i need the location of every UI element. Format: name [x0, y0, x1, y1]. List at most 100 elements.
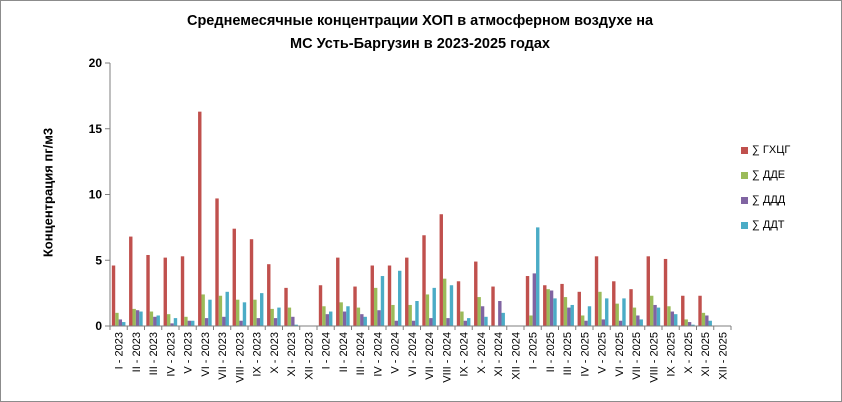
bar [318, 285, 323, 326]
bar [322, 306, 326, 326]
legend-label-ghcg: ∑ ГХЦГ [752, 144, 791, 156]
x-tick-label: VII - 2024 [424, 332, 436, 380]
y-tick-label: 0 [95, 319, 102, 333]
bar [656, 307, 661, 326]
x-tick-label: III - 2024 [355, 332, 367, 375]
bar [287, 307, 292, 326]
bar [411, 320, 416, 326]
bar [180, 256, 185, 326]
bar [649, 295, 654, 326]
y-tick-label: 15 [89, 122, 103, 136]
bar [646, 256, 650, 326]
bar [684, 319, 688, 326]
bar [587, 306, 592, 326]
x-tick-label: XII - 2025 [717, 332, 729, 380]
bar [267, 264, 271, 326]
bar [156, 315, 160, 326]
bar [218, 295, 223, 326]
bar [380, 276, 385, 326]
bar [208, 299, 212, 326]
bar [560, 283, 564, 326]
bar [135, 310, 140, 326]
bar [577, 291, 581, 326]
bar [442, 278, 447, 326]
y-tick-label: 10 [89, 188, 103, 202]
bar [691, 324, 695, 326]
bar [501, 312, 505, 326]
bar [391, 304, 395, 326]
legend-swatch-ghcg [741, 147, 748, 154]
legend-label-dde: ∑ ДДЕ [752, 169, 786, 181]
bar [163, 257, 167, 326]
bar [201, 294, 205, 326]
bar [477, 297, 481, 326]
bar [377, 310, 381, 326]
bar [139, 311, 143, 326]
x-tick-label: XII - 2024 [510, 332, 522, 380]
x-tick-label: V - 2024 [390, 332, 402, 374]
bar [546, 289, 550, 326]
bar [553, 298, 557, 326]
x-tick-label: IV - 2023 [165, 332, 177, 377]
bar [394, 320, 399, 326]
x-tick-label: VIII - 2023 [234, 332, 246, 383]
bar [273, 318, 278, 326]
bar [270, 308, 274, 326]
bar [294, 324, 298, 326]
bar [204, 318, 209, 326]
bar [408, 304, 412, 326]
x-tick-label: IV - 2025 [579, 332, 591, 377]
bar [491, 286, 495, 326]
bar [605, 298, 609, 326]
bar [639, 319, 643, 326]
bar [446, 318, 450, 326]
x-tick-label: VIII - 2024 [441, 332, 453, 383]
bar [146, 254, 150, 326]
bar [173, 318, 178, 326]
bar [222, 316, 226, 326]
bar [549, 290, 554, 326]
bar [329, 311, 333, 326]
bar [674, 314, 678, 326]
bar [239, 320, 243, 326]
y-tick-label: 5 [95, 253, 102, 267]
bar [622, 298, 626, 326]
x-tick-label: IX - 2023 [252, 332, 264, 377]
bar [532, 273, 537, 326]
x-tick-label: X - 2024 [476, 332, 488, 374]
bar [129, 236, 133, 326]
bar [360, 314, 364, 326]
bar [663, 258, 668, 326]
bar [584, 320, 588, 326]
bar [667, 306, 671, 326]
bar [698, 295, 702, 326]
bar [225, 291, 229, 326]
bar [291, 316, 295, 326]
bar [629, 289, 633, 326]
bar [166, 314, 171, 326]
bar [363, 316, 367, 326]
legend-label-ddt: ∑ ДДТ [752, 219, 785, 231]
bar [405, 257, 409, 326]
bar [191, 320, 195, 326]
bar [184, 316, 188, 326]
x-tick-label: V - 2023 [183, 332, 195, 374]
bar [687, 322, 692, 326]
x-tick-label: IX - 2025 [666, 332, 678, 377]
bar [670, 311, 675, 326]
x-tick-label: XI - 2024 [493, 332, 505, 377]
x-tick-label: X - 2023 [269, 332, 281, 374]
legend-swatch-ddd [741, 197, 748, 204]
bar [277, 307, 281, 326]
bar [474, 261, 478, 326]
bar [615, 303, 619, 326]
bar [480, 306, 485, 326]
x-tick-label: XI - 2023 [286, 332, 298, 377]
bar [132, 308, 136, 326]
x-tick-label: VI - 2025 [614, 332, 626, 377]
bar [198, 111, 202, 327]
bar [705, 315, 709, 326]
x-tick-label: II - 2023 [131, 332, 143, 372]
chart-title-line-1: Среднемесячные концентрации ХОП в атмосф… [186, 13, 654, 29]
